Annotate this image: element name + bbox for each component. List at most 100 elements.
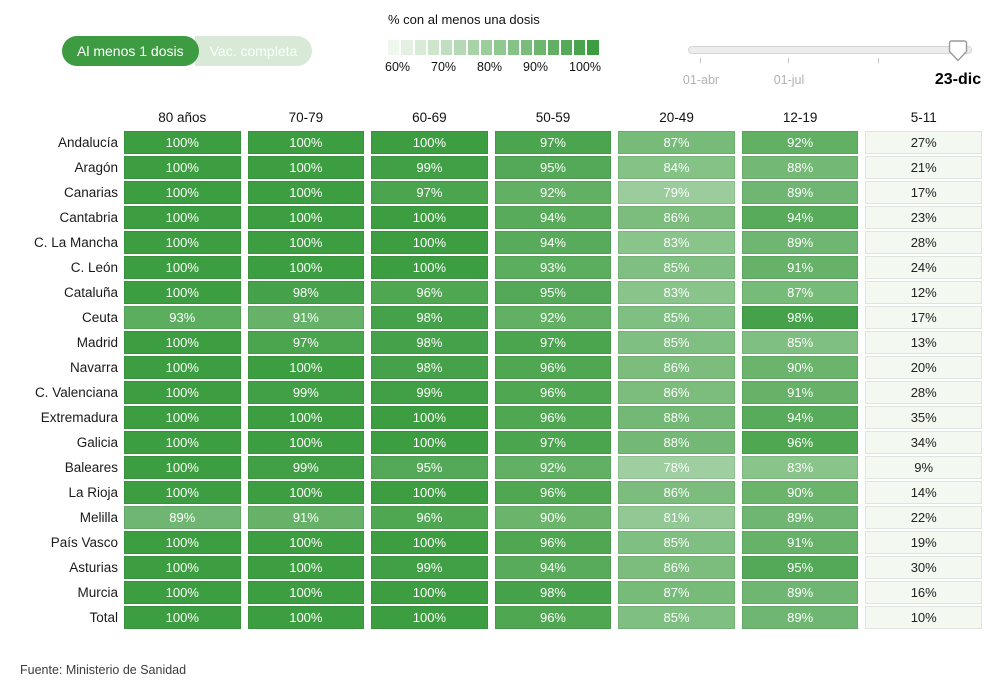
heatmap-cell: 99% [371, 156, 488, 179]
heatmap-cell: 100% [371, 131, 488, 154]
heatmap-cell: 97% [247, 331, 365, 354]
heatmap-cell: 84% [618, 156, 735, 179]
slider-current-date: 23-dic [934, 71, 982, 88]
heatmap-cell: 98% [247, 281, 365, 304]
heatmap-cell: 100% [124, 156, 241, 179]
row-label: Andalucía [57, 135, 118, 150]
slider-tick [788, 58, 789, 63]
heatmap-cell: 100% [124, 531, 241, 554]
heatmap-cell: 96% [371, 506, 488, 529]
heatmap-cell: 100% [124, 131, 241, 154]
heatmap-cell: 99% [247, 381, 365, 404]
heatmap-cell: 85% [618, 306, 735, 329]
heatmap-cell: 78% [618, 456, 735, 479]
heatmap-cell: 100% [124, 281, 241, 304]
column-header: 50-59 [535, 110, 571, 125]
row-label: Total [89, 610, 118, 625]
heatmap-cell: 91% [741, 531, 859, 554]
heatmap-cell: 100% [124, 181, 241, 204]
row-label: País Vasco [50, 535, 118, 550]
legend-scale-labels: 60% 70% 80% 90% 100% [385, 60, 601, 74]
legend-gradient [388, 40, 599, 55]
heatmap-cell: 100% [247, 156, 365, 179]
heatmap-cell: 97% [494, 431, 612, 454]
heatmap-cell: 100% [371, 206, 488, 229]
heatmap-cell: 100% [124, 406, 241, 429]
heatmap-cell: 100% [247, 231, 365, 254]
heatmap-cell: 100% [371, 431, 488, 454]
column-header: 60-69 [412, 110, 447, 125]
heatmap-cell: 14% [865, 481, 982, 504]
legend-square [560, 40, 573, 55]
heatmap-cell: 96% [494, 356, 612, 379]
heatmap-cell: 100% [247, 206, 365, 229]
heatmap-cell: 85% [618, 531, 735, 554]
heatmap-cell: 100% [247, 406, 365, 429]
heatmap-cell: 100% [247, 181, 365, 204]
row-label: Madrid [76, 335, 118, 350]
heatmap-cell: 13% [865, 331, 982, 354]
heatmap-cell: 100% [371, 531, 488, 554]
legend-square [534, 40, 546, 55]
slider-track[interactable] [688, 46, 972, 54]
legend-tick-label: 70% [431, 60, 457, 74]
heatmap-cell: 95% [494, 281, 612, 304]
heatmap-cell: 94% [494, 206, 612, 229]
slider-date-label: 01-abr [682, 73, 720, 87]
heatmap-cell: 28% [865, 381, 982, 404]
heatmap-cell: 28% [865, 231, 982, 254]
heatmap-cell: 99% [371, 556, 488, 579]
heatmap-cell: 85% [741, 331, 859, 354]
heatmap-cell: 81% [618, 506, 735, 529]
heatmap-cell: 100% [247, 356, 365, 379]
heatmap-cell: 100% [247, 431, 365, 454]
heatmap-cell: 98% [494, 581, 612, 604]
legend-square [454, 40, 466, 55]
heatmap-cell: 98% [741, 306, 859, 329]
heatmap-cell: 100% [247, 531, 365, 554]
heatmap-cell: 100% [247, 256, 365, 279]
heatmap-cell: 100% [371, 231, 488, 254]
heatmap-cell: 100% [247, 556, 365, 579]
heatmap-cell: 17% [865, 181, 982, 204]
heatmap-cell: 100% [124, 556, 241, 579]
heatmap-cell: 99% [247, 456, 365, 479]
dose-type-toggle: Al menos 1 dosis Vac. completa [62, 36, 313, 66]
heatmap-cell: 19% [865, 531, 982, 554]
row-label: C. Valenciana [34, 385, 118, 400]
heatmap-cell: 86% [618, 481, 735, 504]
row-label: Cataluña [63, 285, 118, 300]
slider-tick [700, 58, 701, 63]
heatmap-cell: 10% [865, 606, 982, 629]
heatmap-cell: 90% [741, 356, 859, 379]
heatmap-cell: 27% [865, 131, 982, 154]
region-labels: Andalucía Aragón Canarias Cantabria C. La Ma… [0, 130, 118, 630]
heatmap-cell: 24% [865, 256, 982, 279]
heatmap-cell: 100% [124, 456, 241, 479]
source-note: Fuente: Ministerio de Sanidad [20, 663, 187, 677]
toggle-al-menos-1-dosis[interactable]: Al menos 1 dosis [62, 36, 199, 66]
heatmap-cell: 100% [124, 606, 241, 629]
row-label: C. La Mancha [33, 235, 118, 250]
heatmap-cell: 89% [741, 581, 859, 604]
row-label: C. León [70, 260, 118, 275]
slider-handle[interactable] [948, 40, 968, 62]
row-label: Aragón [74, 160, 118, 175]
heatmap-cell: 96% [494, 406, 612, 429]
row-label: La Rioja [68, 485, 118, 500]
slider-date-label: 01-jul [773, 73, 805, 87]
heatmap-cell: 100% [124, 231, 241, 254]
heatmap-cell: 100% [371, 481, 488, 504]
heatmap-cell: 98% [371, 306, 488, 329]
heatmap-cell: 95% [371, 456, 488, 479]
legend-square [467, 40, 480, 55]
legend-tick-label: 80% [477, 60, 503, 74]
legend-square [441, 40, 453, 55]
heatmap-cell: 100% [124, 256, 241, 279]
heatmap-cell: 100% [371, 406, 488, 429]
row-label: Navarra [69, 360, 118, 375]
toggle-vac-completa[interactable]: Vac. completa [194, 36, 313, 66]
age-group-headers: 80 años 70-79 60-69 50-59 20-49 12-19 5-11 [124, 110, 982, 125]
heatmap-cell: 83% [741, 456, 859, 479]
column-header: 20-49 [659, 110, 694, 125]
